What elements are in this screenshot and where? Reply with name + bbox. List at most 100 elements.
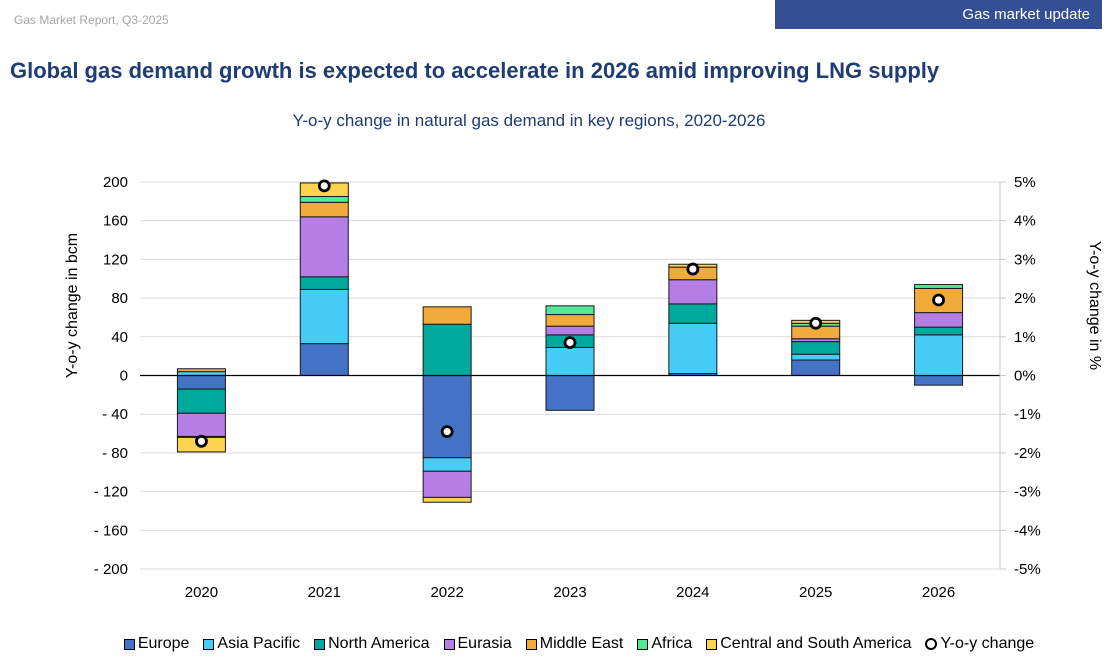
y-tick-label: 120 bbox=[103, 251, 128, 268]
legend-label: Europe bbox=[137, 635, 190, 652]
legend-item-africa: Africa bbox=[637, 635, 692, 653]
bar-segment-north-america-2026 bbox=[914, 326, 964, 336]
y-tick-label: - 160 bbox=[94, 522, 128, 539]
y-tick-label: 40 bbox=[111, 329, 128, 346]
yoy-marker-2021 bbox=[317, 179, 331, 193]
bar-segment-asia-pacific-2025 bbox=[791, 353, 841, 361]
section-banner: Gas market update bbox=[775, 0, 1102, 29]
secondary-y-axis-title: Y-o-y change in % bbox=[1086, 241, 1103, 370]
bar-segment-eurasia-2023 bbox=[545, 325, 595, 336]
page-headline: Global gas demand growth is expected to … bbox=[10, 58, 940, 83]
y2-tick-label: 5% bbox=[1014, 174, 1036, 191]
gridlines bbox=[140, 181, 1000, 570]
bar-segment-north-america-2024 bbox=[668, 303, 718, 324]
y-tick-label: - 120 bbox=[94, 484, 128, 501]
section-banner-label: Gas market update bbox=[962, 6, 1090, 23]
y2-tick-label: 2% bbox=[1014, 290, 1036, 307]
bar-segment-africa-2021 bbox=[299, 196, 349, 203]
legend-item-central-and-south-america: Central and South America bbox=[706, 635, 911, 653]
chart-title: Y-o-y change in natural gas demand in ke… bbox=[292, 111, 766, 130]
y-tick-label: - 80 bbox=[102, 445, 128, 462]
y-tick-label: - 40 bbox=[102, 406, 128, 423]
legend-swatch bbox=[314, 638, 326, 650]
bar-segment-middle-east-2021 bbox=[299, 201, 349, 218]
legend-swatch bbox=[706, 638, 718, 650]
bar-segment-asia-pacific-2026 bbox=[914, 334, 964, 376]
legend-marker-icon bbox=[925, 638, 938, 650]
bar-segment-africa-2023 bbox=[545, 305, 595, 316]
secondary-y-axis-ticks: 5% 4% 3% 2% 1% 0% -1% -2% -3% -4% -5% bbox=[1000, 174, 1041, 578]
y2-tick-label: -5% bbox=[1014, 561, 1041, 578]
yoy-marker-2020 bbox=[195, 434, 208, 448]
bar-segment-middle-east-2022 bbox=[422, 306, 472, 325]
bar-segment-europe-2026 bbox=[914, 375, 964, 386]
yoy-marker-2023 bbox=[563, 336, 577, 350]
bar-segment-north-america-2025 bbox=[791, 341, 841, 355]
legend-label: Africa bbox=[651, 635, 693, 652]
legend-item-europe: Europe bbox=[123, 635, 190, 653]
y2-tick-label: -4% bbox=[1014, 522, 1041, 539]
bar-segment-africa-2026 bbox=[914, 284, 964, 289]
x-axis-ticks: 2020 2021 2022 2023 2024 2025 2026 bbox=[185, 584, 956, 601]
y-tick-label: 160 bbox=[103, 213, 128, 230]
bar-segment-middle-east-2020 bbox=[176, 368, 226, 373]
x-tick-label: 2025 bbox=[799, 584, 832, 601]
bar-segment-europe-2022 bbox=[422, 375, 472, 459]
legend-label: North America bbox=[328, 635, 430, 652]
yoy-marker-2025 bbox=[809, 316, 823, 330]
bar-segment-eurasia-2020 bbox=[176, 412, 226, 437]
bar-segment-asia-pacific-2022 bbox=[422, 457, 472, 472]
legend-label: Eurasia bbox=[457, 635, 512, 652]
y-tick-label: 0 bbox=[120, 368, 128, 385]
legend-swatch bbox=[637, 638, 649, 650]
legend-swatch bbox=[443, 638, 455, 650]
yoy-marker-2026 bbox=[932, 293, 945, 307]
legend-label: Middle East bbox=[539, 635, 624, 652]
x-tick-label: 2022 bbox=[430, 584, 463, 601]
bar-segment-asia-pacific-2024 bbox=[668, 322, 718, 375]
yoy-marker-2022 bbox=[440, 425, 454, 439]
bar-segment-north-america-2022 bbox=[422, 323, 472, 377]
y-tick-label: 200 bbox=[103, 174, 128, 191]
y-tick-label: 80 bbox=[111, 290, 128, 307]
bar-segment-north-america-2021 bbox=[299, 276, 349, 290]
bar-segment-middle-east-2023 bbox=[545, 314, 595, 327]
y2-tick-label: 3% bbox=[1014, 251, 1036, 268]
chart-legend: Europe Asia Pacific North America Eurasia Mi… bbox=[0, 635, 1112, 653]
bar-segment-central-and-south-america-2022 bbox=[422, 496, 472, 503]
report-label: Gas Market Report, Q3-2025 bbox=[14, 13, 169, 27]
y2-tick-label: -3% bbox=[1014, 484, 1041, 501]
x-tick-label: 2026 bbox=[922, 584, 955, 601]
bar-segment-eurasia-2021 bbox=[299, 216, 349, 278]
y2-tick-label: 0% bbox=[1014, 368, 1036, 385]
bar-segment-middle-east-2026 bbox=[914, 287, 964, 314]
bar-segment-eurasia-2024 bbox=[668, 279, 718, 305]
y-axis-title: Y-o-y change in bcm bbox=[64, 233, 81, 378]
legend-label: Central and South America bbox=[720, 635, 912, 652]
y2-tick-label: -1% bbox=[1014, 406, 1041, 423]
bar-segment-europe-2020 bbox=[176, 375, 226, 390]
legend-item-asia-pacific: Asia Pacific bbox=[203, 635, 300, 653]
bar-segment-europe-2021 bbox=[299, 343, 349, 377]
yoy-marker-2024 bbox=[686, 262, 700, 276]
bar-segment-europe-2023 bbox=[545, 375, 595, 411]
x-tick-label: 2023 bbox=[553, 584, 586, 601]
x-tick-label: 2024 bbox=[676, 584, 709, 601]
y2-tick-label: 1% bbox=[1014, 329, 1036, 346]
legend-swatch bbox=[203, 638, 215, 650]
legend-item-yoy-change: Y-o-y change bbox=[925, 635, 1034, 653]
primary-y-axis-ticks: 200 160 120 80 40 0 - 40 - 80 - 120 - 160 - 200 bbox=[94, 174, 128, 578]
x-tick-label: 2021 bbox=[308, 584, 341, 601]
yoy-markers bbox=[195, 179, 945, 448]
legend-label: Asia Pacific bbox=[217, 635, 301, 652]
y-tick-label: - 200 bbox=[94, 561, 128, 578]
y2-tick-label: -2% bbox=[1014, 445, 1041, 462]
bar-segment-north-america-2020 bbox=[176, 388, 226, 414]
bar-segment-asia-pacific-2021 bbox=[299, 288, 349, 345]
legend-item-eurasia: Eurasia bbox=[443, 635, 512, 653]
bar-segment-asia-pacific-2023 bbox=[545, 346, 595, 377]
x-tick-label: 2020 bbox=[185, 584, 218, 601]
legend-item-north-america: North America bbox=[314, 635, 430, 653]
bar-segment-eurasia-2026 bbox=[914, 312, 964, 328]
